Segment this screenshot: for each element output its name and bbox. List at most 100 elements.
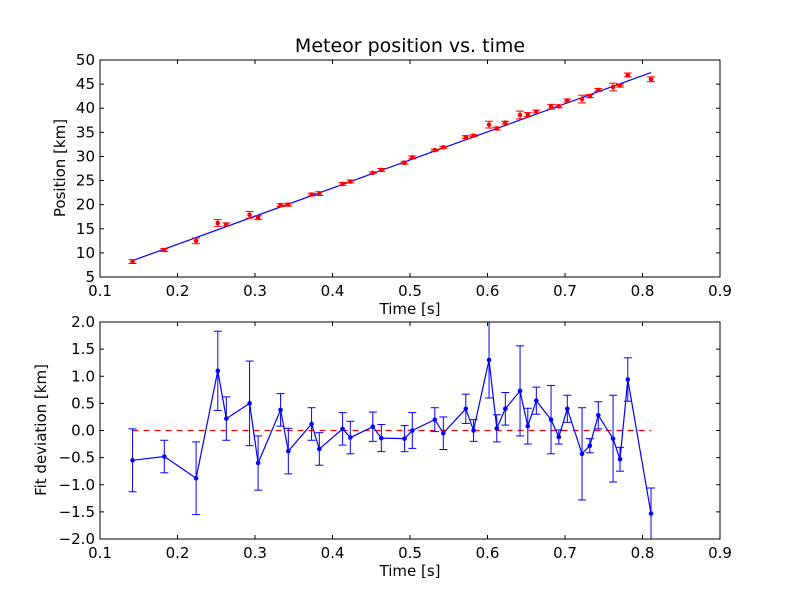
data-point — [525, 112, 531, 117]
data-point — [162, 454, 167, 459]
data-point — [494, 426, 500, 431]
data-point — [610, 436, 616, 441]
data-point — [648, 511, 654, 516]
data-point — [565, 406, 570, 412]
data-point — [525, 423, 531, 429]
data-point — [432, 417, 438, 422]
x-tick-label: 0.7 — [553, 544, 577, 562]
data-point — [548, 417, 554, 422]
fit-deviation-chart: 0.1 0.2 0.3 0.4 0.5 0.6 0.7 0.8 0.9 −2.0 −1.5 −1.0… — [32, 313, 732, 580]
x-tick-label: 0.3 — [243, 544, 267, 562]
data-point — [340, 426, 345, 432]
data-point — [410, 155, 415, 160]
data-point — [587, 93, 593, 99]
data-point — [193, 238, 199, 244]
data-point — [441, 430, 446, 436]
data-point — [648, 76, 654, 82]
data-point — [215, 368, 221, 374]
data-point — [130, 259, 135, 264]
data-point — [379, 435, 384, 441]
x-tick-label: 0.8 — [631, 544, 655, 562]
y-tick-label: 1.0 — [71, 367, 95, 385]
data-point — [162, 247, 167, 253]
y-tick-label: −1.0 — [59, 476, 95, 494]
data-point — [432, 147, 438, 153]
data-point — [596, 413, 601, 418]
y-tick-label: 2.0 — [71, 313, 95, 331]
x-tick-label: 0.3 — [243, 282, 267, 300]
x-tick-label: 0.9 — [708, 282, 732, 300]
data-point — [617, 83, 623, 88]
y-tick-label: 10 — [76, 244, 95, 262]
data-point — [463, 406, 469, 412]
y-tick-label: 20 — [76, 196, 95, 214]
x-axis-label: Time [s] — [379, 562, 441, 580]
data-point — [503, 406, 508, 412]
data-point — [548, 104, 554, 110]
data-point — [471, 428, 476, 433]
y-tick-label: 45 — [76, 75, 95, 93]
data-point — [402, 160, 407, 166]
y-tick-label: 0.5 — [71, 394, 95, 412]
data-point — [348, 179, 353, 184]
x-axis-label: Time [s] — [379, 300, 441, 318]
data-point — [596, 87, 601, 93]
data-point — [587, 443, 593, 448]
data-point — [565, 98, 570, 103]
data-point — [379, 167, 384, 173]
y-tick-label: 15 — [76, 220, 95, 238]
data-point — [610, 84, 616, 90]
data-point — [317, 191, 322, 196]
chart-title: Meteor position vs. time — [295, 35, 525, 57]
data-point — [286, 202, 291, 207]
y-tick-label: 40 — [76, 99, 95, 117]
data-point — [410, 428, 415, 433]
data-point — [486, 122, 492, 127]
data-point — [517, 112, 523, 118]
data-point — [402, 436, 407, 441]
data-point — [309, 192, 314, 197]
x-tick-label: 0.7 — [553, 282, 577, 300]
data-point — [247, 212, 252, 218]
data-point — [255, 460, 261, 466]
y-tick-label: 25 — [76, 172, 95, 190]
data-point — [556, 103, 562, 109]
x-tick-label: 0.2 — [166, 544, 190, 562]
x-tick-label: 0.5 — [398, 282, 422, 300]
data-point — [534, 109, 539, 114]
data-point — [278, 202, 283, 208]
x-tick-label: 0.8 — [631, 282, 655, 300]
data-point — [317, 446, 322, 452]
data-point — [370, 170, 376, 176]
y-tick-label: 5 — [85, 268, 95, 286]
data-point — [494, 126, 500, 131]
y-tick-label: 35 — [76, 123, 95, 141]
data-point — [348, 435, 353, 440]
y-tick-label: 50 — [76, 51, 95, 69]
data-point — [193, 475, 199, 481]
x-tick-label: 0.5 — [398, 544, 422, 562]
data-point — [370, 424, 376, 430]
data-point — [579, 96, 585, 102]
data-point — [503, 120, 508, 125]
position-chart: Meteor position vs. time 0.1 0.2 0.3 0.4 0.5… — [51, 35, 732, 318]
data-point — [130, 458, 135, 463]
y-tick-label: 1.5 — [71, 340, 95, 358]
x-tick-label: 0.1 — [88, 544, 112, 562]
data-point — [224, 222, 229, 227]
y-tick-label: −1.5 — [59, 503, 95, 521]
data-point — [625, 377, 631, 382]
data-point — [471, 133, 476, 139]
x-tick-label: 0.4 — [321, 282, 345, 300]
data-point — [486, 357, 492, 363]
data-point — [340, 181, 345, 187]
x-tick-label: 0.4 — [321, 544, 345, 562]
fit-line — [132, 71, 652, 262]
data-point — [278, 407, 283, 413]
x-tick-label: 0.2 — [166, 282, 190, 300]
data-point — [556, 434, 562, 440]
x-tick-label: 0.1 — [88, 282, 112, 300]
data-point — [617, 456, 623, 462]
data-point — [255, 215, 261, 220]
